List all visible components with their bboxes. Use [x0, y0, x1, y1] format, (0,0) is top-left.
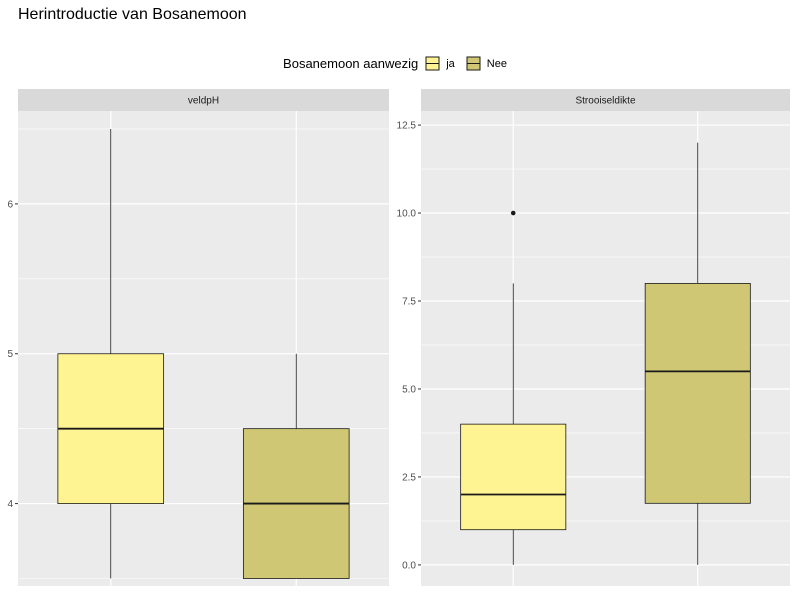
legend-label-nee: Nee [486, 57, 507, 70]
legend-item-ja: ja [424, 55, 459, 72]
strip-veldph [18, 89, 389, 111]
y-tick-label: 5.0 [402, 384, 416, 395]
y-tick-label: 6 [7, 199, 13, 210]
y-tick-label: 10.0 [397, 209, 417, 220]
y-tick-label: 0.0 [402, 560, 416, 571]
y-tick-label: 2.5 [402, 472, 416, 483]
legend-item-nee: Nee [465, 55, 511, 72]
legend-key-nee [465, 55, 482, 72]
box-nee [644, 283, 751, 504]
legend-title: Bosanemoon aanwezig [283, 56, 419, 71]
chart-title: Herintroductie van Bosanemoon [18, 6, 247, 23]
y-tick-label: 4 [7, 499, 13, 510]
strip-strooiseldikte [421, 89, 790, 111]
box-ja [460, 423, 567, 531]
legend-label-ja: ja [446, 57, 455, 70]
outlier-point-ja [510, 210, 516, 216]
y-tick-label: 12.5 [397, 121, 417, 132]
strip-label-veldph: veldpH [188, 96, 219, 107]
legend-key-ja [424, 55, 441, 72]
legend: Bosanemoon aanwezig ja Nee [0, 55, 800, 72]
strip-label-strooiseldikte: Strooiseldikte [575, 96, 635, 107]
y-tick-label: 7.5 [402, 297, 416, 308]
y-tick-label: 5 [7, 349, 13, 360]
